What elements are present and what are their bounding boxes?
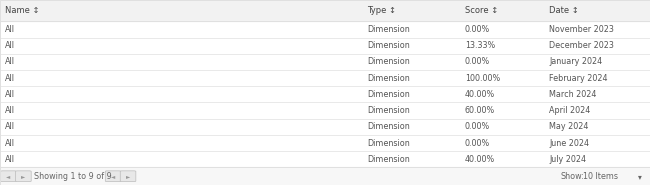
Text: ►: ► (21, 174, 25, 179)
Text: ◄: ◄ (111, 174, 115, 179)
Text: January 2024: January 2024 (549, 57, 603, 66)
Bar (0, 21, 650, 38)
Bar (0, 38, 650, 54)
Text: All: All (5, 57, 15, 66)
Text: Type ↕: Type ↕ (367, 6, 396, 15)
Text: All: All (5, 106, 15, 115)
Text: Dimension: Dimension (367, 155, 410, 164)
Text: 40.00%: 40.00% (465, 90, 495, 99)
Bar (0, 119, 650, 135)
Text: February 2024: February 2024 (549, 74, 608, 83)
Text: Name ↕: Name ↕ (5, 6, 40, 15)
FancyBboxPatch shape (1, 171, 16, 182)
Text: 60.00%: 60.00% (465, 106, 495, 115)
Text: Date ↕: Date ↕ (549, 6, 579, 15)
Text: All: All (5, 90, 15, 99)
Text: 0.00%: 0.00% (465, 25, 490, 34)
Text: 40.00%: 40.00% (465, 155, 495, 164)
Text: Dimension: Dimension (367, 122, 410, 131)
Text: All: All (5, 41, 15, 50)
Text: All: All (5, 139, 15, 148)
Bar (0, 135, 650, 151)
Bar (0, 0, 650, 21)
Text: 10 Items: 10 Items (583, 172, 618, 181)
Text: December 2023: December 2023 (549, 41, 614, 50)
Text: Dimension: Dimension (367, 106, 410, 115)
Text: Dimension: Dimension (367, 90, 410, 99)
FancyBboxPatch shape (16, 171, 31, 182)
Text: All: All (5, 74, 15, 83)
FancyBboxPatch shape (105, 171, 121, 182)
Text: November 2023: November 2023 (549, 25, 614, 34)
Text: Dimension: Dimension (367, 41, 410, 50)
Text: Dimension: Dimension (367, 139, 410, 148)
Text: ►: ► (126, 174, 130, 179)
Text: Dimension: Dimension (367, 74, 410, 83)
Bar (0, 86, 650, 102)
Text: July 2024: July 2024 (549, 155, 586, 164)
Text: All: All (5, 122, 15, 131)
Text: 0.00%: 0.00% (465, 57, 490, 66)
Text: 0.00%: 0.00% (465, 122, 490, 131)
FancyBboxPatch shape (120, 171, 136, 182)
Text: May 2024: May 2024 (549, 122, 589, 131)
Text: 13.33%: 13.33% (465, 41, 495, 50)
Bar (0, 102, 650, 119)
Text: March 2024: March 2024 (549, 90, 597, 99)
Text: All: All (5, 155, 15, 164)
Text: Dimension: Dimension (367, 57, 410, 66)
Text: ▾: ▾ (638, 172, 642, 181)
Text: Show:: Show: (560, 172, 584, 181)
Text: Showing 1 to 9 of 9: Showing 1 to 9 of 9 (34, 172, 112, 181)
Text: Score ↕: Score ↕ (465, 6, 498, 15)
Text: 0.00%: 0.00% (465, 139, 490, 148)
Text: June 2024: June 2024 (549, 139, 590, 148)
Text: April 2024: April 2024 (549, 106, 590, 115)
Text: Dimension: Dimension (367, 25, 410, 34)
Text: ◄: ◄ (6, 174, 10, 179)
Bar (0, 70, 650, 86)
Text: All: All (5, 25, 15, 34)
Text: 100.00%: 100.00% (465, 74, 500, 83)
Bar (0, 151, 650, 167)
Bar (0, 167, 650, 185)
Bar (0, 54, 650, 70)
